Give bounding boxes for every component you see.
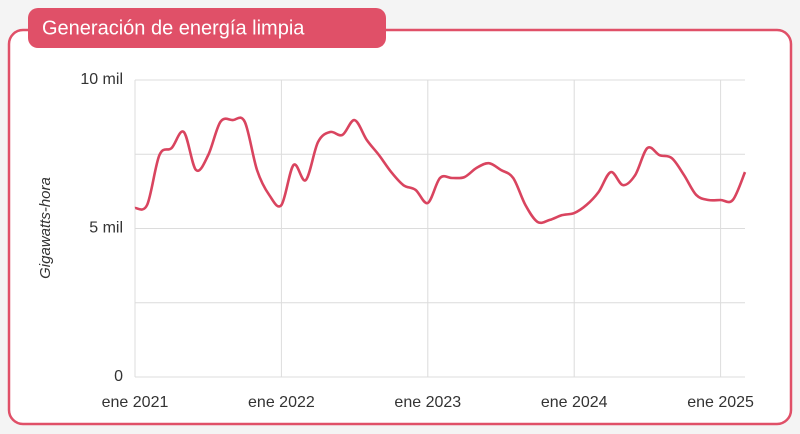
- x-tick-label: ene 2023: [394, 394, 461, 411]
- x-tick-label: ene 2021: [102, 394, 169, 411]
- y-tick-label: 5 mil: [89, 220, 123, 237]
- x-tick-label: ene 2022: [248, 394, 315, 411]
- x-tick-label: ene 2024: [541, 394, 608, 411]
- line-series: [134, 116, 747, 225]
- x-tick-label: ene 2025: [687, 394, 754, 411]
- y-tick-label: 10 mil: [80, 71, 123, 88]
- y-axis-label: Gigawatts-hora: [37, 177, 54, 279]
- y-tick-label: 0: [114, 368, 123, 385]
- card: [7, 28, 793, 426]
- chart-title: Generación de energía limpia: [42, 17, 305, 39]
- title-tab: [28, 8, 386, 48]
